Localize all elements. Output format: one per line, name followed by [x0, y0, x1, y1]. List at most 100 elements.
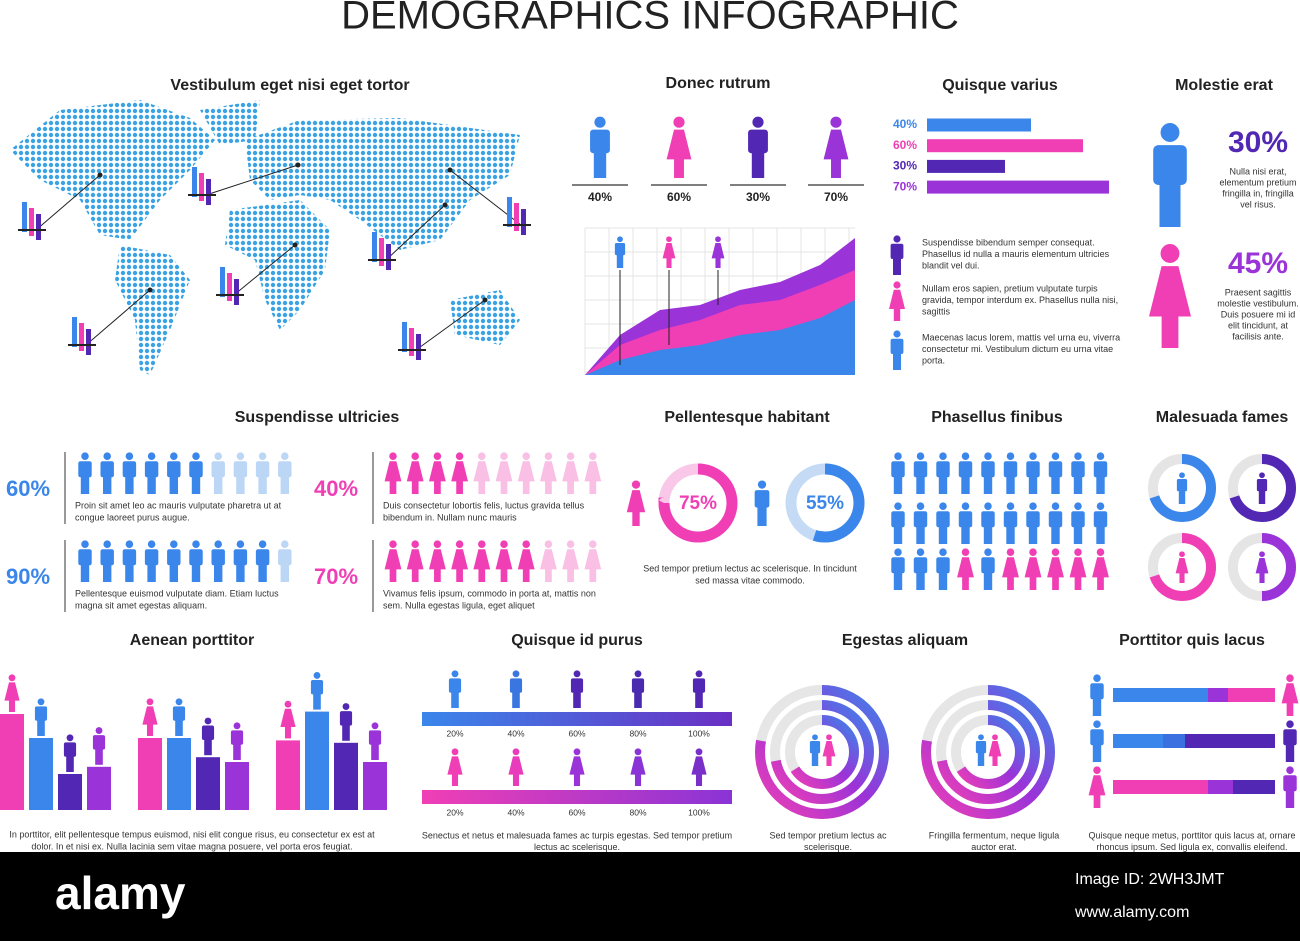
body: [1090, 683, 1104, 700]
person-icon: [278, 452, 292, 494]
panel-title: Suspendisse ultricies: [235, 409, 400, 426]
connector: [205, 164, 299, 196]
legs: [214, 563, 223, 582]
person-icon: [509, 670, 523, 708]
person-icon: [754, 480, 770, 526]
head: [634, 670, 642, 678]
body: [570, 678, 584, 693]
head: [566, 540, 575, 548]
dress: [584, 549, 602, 570]
legs: [983, 475, 993, 494]
dress: [562, 461, 579, 482]
legs: [1052, 575, 1059, 590]
head: [1179, 551, 1185, 558]
bar: [138, 738, 162, 810]
person-icon: [233, 452, 248, 494]
person-icon: [590, 116, 610, 178]
person-icon: [255, 452, 270, 494]
person-icon: [233, 540, 248, 582]
legs: [634, 690, 642, 708]
bar: [927, 180, 1109, 194]
text: 100%: [688, 728, 710, 738]
legs: [191, 475, 201, 494]
person-icon: [1088, 766, 1106, 808]
body: [1283, 775, 1297, 792]
ring-arc: [755, 685, 889, 819]
legs: [573, 690, 581, 708]
body: [1093, 511, 1108, 528]
legs: [478, 479, 486, 494]
text: fringilla in, fringilla: [1222, 188, 1294, 198]
panel-title: Egestas aliquam: [842, 632, 968, 649]
map-bar: [192, 167, 197, 197]
head: [233, 722, 241, 730]
person-icon: [100, 452, 114, 494]
text: Sed tempor pretium lectus ac scelerisque…: [643, 563, 857, 573]
legs: [811, 751, 819, 766]
text: 90%: [6, 564, 50, 589]
legs: [893, 475, 903, 494]
legs: [500, 567, 508, 582]
donut-arc: [785, 463, 865, 543]
head: [342, 703, 350, 711]
dress: [4, 682, 20, 701]
dress: [1047, 557, 1064, 578]
connector: [233, 244, 296, 296]
person-icon: [1047, 548, 1064, 590]
person-icon: [473, 540, 491, 582]
head: [433, 452, 442, 460]
legs: [411, 567, 419, 582]
dress: [711, 243, 725, 259]
legs: [434, 479, 441, 494]
legs: [191, 563, 201, 582]
text: Senectus et netus et malesuada fames ac …: [422, 830, 732, 840]
dress: [495, 549, 513, 570]
legs: [983, 571, 993, 590]
body: [167, 461, 181, 478]
watermark-url: www.alamy.com: [1074, 904, 1189, 921]
legs: [1285, 743, 1295, 762]
head: [634, 748, 642, 756]
person-icon: [913, 452, 928, 494]
legs: [634, 773, 642, 786]
head: [617, 236, 623, 243]
text: elit tincidunt, at: [1228, 320, 1289, 330]
head: [103, 540, 111, 548]
legs: [1092, 697, 1102, 716]
person-icon: [63, 734, 77, 772]
head: [192, 540, 200, 548]
legs: [103, 563, 112, 582]
body: [278, 549, 292, 566]
dress: [473, 461, 491, 482]
text: 70%: [893, 179, 917, 193]
ribbon: [422, 712, 732, 726]
head: [566, 452, 575, 460]
body: [1026, 461, 1040, 478]
continent: [200, 100, 260, 145]
head: [512, 670, 520, 678]
person-icon: [189, 540, 203, 582]
dress: [1255, 558, 1269, 574]
head: [1093, 766, 1101, 774]
head: [695, 670, 703, 678]
legs: [1159, 179, 1181, 227]
legs: [512, 690, 520, 708]
head: [1051, 548, 1060, 556]
person-icon: [662, 236, 676, 268]
legs: [674, 156, 684, 178]
map-bar: [72, 317, 77, 347]
body: [936, 461, 950, 478]
map-point: [442, 202, 448, 208]
head: [1096, 502, 1105, 510]
person-icon: [1153, 123, 1187, 227]
bar: [927, 118, 1031, 132]
head: [411, 540, 419, 548]
watermark-id: Image ID: 2WH3JMT: [1075, 871, 1225, 888]
ring-arc: [1228, 454, 1296, 522]
body: [78, 549, 92, 566]
head: [236, 452, 245, 460]
body: [1026, 511, 1040, 528]
person-icon: [975, 734, 987, 766]
person-icon: [211, 540, 225, 582]
dress: [495, 461, 513, 482]
